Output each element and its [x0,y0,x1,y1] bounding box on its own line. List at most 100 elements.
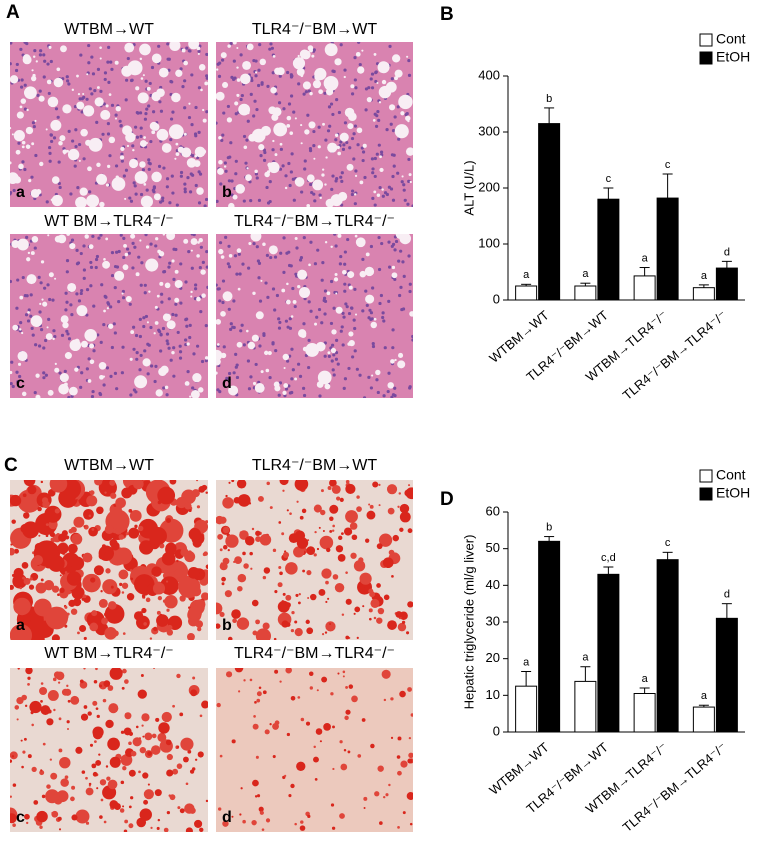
lipid [180,548,189,557]
lipid [219,562,228,571]
nucleus [159,349,163,353]
nucleus [183,79,187,83]
vacuole [300,74,304,78]
lipid [307,814,311,819]
vacuole [254,71,258,74]
nucleus [246,119,250,123]
nucleus [367,316,371,320]
nucleus [329,321,334,326]
lipid [294,480,309,491]
nucleus [142,324,146,329]
nucleus [224,169,228,173]
lipid [305,619,310,625]
vacuole [137,92,149,104]
nucleus [316,248,320,252]
nucleus [288,326,293,330]
lipid [187,566,200,579]
lipid [300,717,305,722]
nucleus [339,43,343,47]
nucleus [387,240,391,244]
lipid [365,538,370,543]
lipid [358,557,364,563]
lipid [14,705,20,710]
lipid [408,752,413,759]
lipid [331,826,336,830]
nucleus [27,308,31,312]
vacuole [264,171,270,178]
nucleus [240,93,244,98]
nucleus [221,133,225,137]
nucleus [332,306,336,310]
nucleus [404,113,408,117]
lipid [236,617,250,630]
nucleus [185,324,189,328]
lipid [189,769,195,774]
vacuole [400,111,405,116]
nucleus [264,281,268,285]
lipid [269,506,273,510]
nucleus [79,291,83,296]
lipid [86,495,98,507]
lipid [27,682,30,686]
nucleus [330,187,334,191]
micrograph [216,42,413,207]
lipid [232,618,237,624]
lipid [172,704,175,708]
lipid [164,595,178,609]
vacuole [235,183,246,194]
nucleus [110,251,115,255]
vacuole [292,57,306,70]
lipid [302,569,306,573]
vacuole [246,329,249,333]
lipid [92,771,98,777]
nucleus [96,67,101,72]
nucleus [361,257,365,261]
nucleus [179,67,183,71]
vacuole [281,288,286,293]
lipid [174,568,183,578]
vacuole [274,67,282,75]
nucleus [341,147,346,151]
nucleus [238,272,242,276]
vacuole [312,80,322,89]
vacuole [330,143,337,150]
lipid [85,821,90,825]
lipid [42,742,46,746]
lipid [13,597,31,616]
nucleus [145,188,149,192]
nucleus [339,140,343,144]
lipid [339,813,345,819]
vacuole [309,48,313,53]
nucleus [371,341,375,346]
micrograph-texture [10,234,208,398]
nucleus [288,183,292,188]
vacuole [124,197,127,200]
lipid [323,723,331,731]
nucleus [312,144,316,148]
lipid [279,680,282,683]
lipid [103,680,111,687]
nucleus [114,113,118,117]
vacuole [245,109,249,113]
nucleus [307,300,311,304]
vacuole [35,394,41,398]
lipid [96,714,100,719]
lipid [30,711,34,715]
nucleus [133,184,137,188]
vacuole [27,311,30,314]
lipid [222,820,229,827]
lipid [167,624,173,631]
lipid [285,562,298,575]
nucleus [194,105,198,110]
nucleus [165,332,170,336]
nucleus [132,181,136,185]
vacuole [39,161,44,167]
lipid [176,673,181,679]
bar [597,573,620,733]
lipid [390,736,394,739]
nucleus [190,266,194,270]
lipid [104,491,107,494]
lipid [32,554,44,566]
lipid [263,567,271,574]
vacuole [46,79,52,85]
